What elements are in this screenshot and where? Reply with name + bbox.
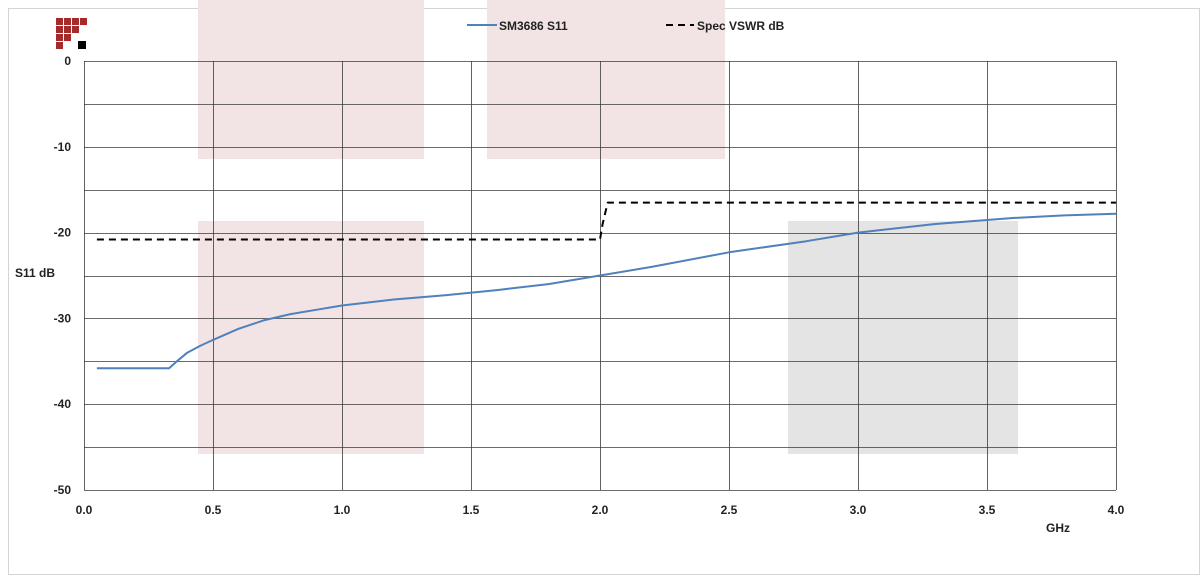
y-tick-label: -30 <box>54 311 72 325</box>
x-axis-title: GHz <box>1046 521 1070 535</box>
y-tick-label: 0 <box>64 54 71 68</box>
legend-label-spec-vswr-db: Spec VSWR dB <box>697 19 785 33</box>
logo-icon <box>56 18 87 49</box>
y-tick-label: -40 <box>54 397 72 411</box>
x-tick-label: 1.5 <box>463 503 480 517</box>
gridlines <box>84 61 1117 491</box>
y-tick-label: -10 <box>54 140 72 154</box>
x-tick-label: 3.5 <box>979 503 996 517</box>
watermark-tile <box>198 0 424 159</box>
y-axis-ticks: 0 -10 -20 -30 -40 -50 <box>54 54 72 497</box>
series-line-spec-vswr-db <box>96 201 1116 241</box>
y-axis-title: S11 dB <box>15 266 55 280</box>
x-tick-label: 2.5 <box>721 503 738 517</box>
series-line-sm3686-s11 <box>96 212 1117 370</box>
x-tick-label: 1.0 <box>334 503 351 517</box>
x-tick-label: 0.5 <box>205 503 222 517</box>
x-tick-label: 2.0 <box>592 503 609 517</box>
series-layer <box>96 201 1117 370</box>
watermark-tile <box>788 221 1018 454</box>
watermark-tile <box>487 0 725 159</box>
legend: SM3686 S11 Spec VSWR dB <box>467 19 785 33</box>
y-tick-label: -20 <box>54 226 72 240</box>
watermark-tile <box>198 221 424 454</box>
x-tick-label: 0.0 <box>76 503 93 517</box>
y-tick-label: -50 <box>54 483 72 497</box>
legend-label-sm3686-s11: SM3686 S11 <box>499 19 568 33</box>
x-tick-label: 3.0 <box>850 503 867 517</box>
x-tick-label: 4.0 <box>1108 503 1125 517</box>
x-axis-ticks: 0.0 0.5 1.0 1.5 2.0 2.5 3.0 3.5 4.0 <box>76 503 1125 517</box>
watermark <box>198 0 1018 454</box>
